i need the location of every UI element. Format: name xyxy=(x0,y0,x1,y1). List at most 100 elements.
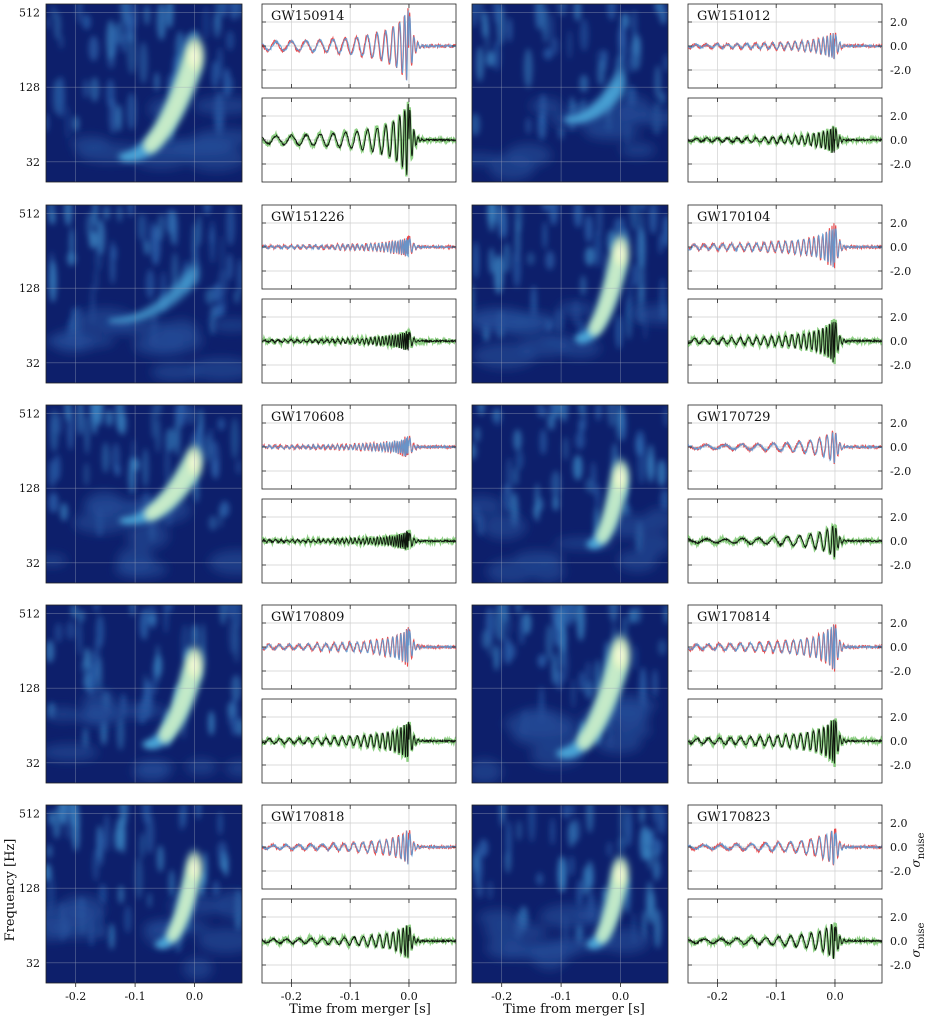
waveform-ytick-label: -2.0 xyxy=(890,959,911,972)
strain-series-b xyxy=(688,525,882,558)
waveform-ytick-label: -2.0 xyxy=(890,64,911,77)
chirp-track xyxy=(139,640,207,752)
waveform-ytick-label: -2.0 xyxy=(890,759,911,772)
spectrogram-GW170809: 32 128 512 xyxy=(19,604,243,784)
strain-series-b xyxy=(262,531,456,550)
spectrogram-frame xyxy=(45,604,243,784)
spectrogram-ytick-label: 128 xyxy=(19,81,40,94)
waveform-ytick-label: 2.0 xyxy=(890,617,908,630)
waveform-ytick-label: 0.0 xyxy=(890,441,908,454)
spectrogram-GW170814 xyxy=(471,604,669,784)
waveform-ytick-label: 0.0 xyxy=(890,241,908,254)
sigma-symbol: σnoise xyxy=(909,832,927,867)
chirp-track xyxy=(152,845,206,951)
event-label: GW170809 xyxy=(271,610,344,625)
waveform-ytick-label: -2.0 xyxy=(890,465,911,478)
waveform-ytick-label: 2.0 xyxy=(890,911,908,924)
spectrogram-frame xyxy=(471,804,669,984)
y-axis-label: Frequency [Hz] xyxy=(3,839,18,942)
waveform-ytick-label: 0.0 xyxy=(890,735,908,748)
chirp-track xyxy=(584,454,633,551)
spectrogram-GW170823: -0.2 -0.1 0.0 xyxy=(471,804,669,1003)
strain-bottom-GW170729: 2.0 0.0 -2.0 xyxy=(687,498,911,584)
chirp-track xyxy=(584,851,633,951)
event-label: GW150914 xyxy=(271,9,344,24)
waveform-ytick-label: 0.0 xyxy=(890,335,908,348)
strain-top-GW170809: GW170809 xyxy=(261,604,457,690)
strain-bottom-GW170809 xyxy=(261,698,457,784)
strain-series-b xyxy=(262,628,456,663)
event-label: GW170814 xyxy=(697,610,770,625)
strain-top-GW170608: GW170608 xyxy=(261,404,457,490)
waveform-ytick-label: 0.0 xyxy=(890,535,908,548)
spectrogram-ytick-label: 512 xyxy=(19,208,40,221)
strain-series-a xyxy=(688,922,882,959)
waveform-ytick-label: 2.0 xyxy=(890,711,908,724)
strain-series-b xyxy=(688,321,882,363)
spectrogram-frame xyxy=(471,204,669,384)
spectrogram-GW170608: 32 128 512 xyxy=(19,404,243,584)
strain-top-GW151012: GW151012 2.0 0.0 -2.0 xyxy=(687,3,911,89)
spectrogram-GW170818: 32 128 512 -0.2 -0.1 0.0 xyxy=(19,804,243,1003)
spectrogram-xtick-label: -0.2 xyxy=(491,990,512,1003)
waveform-ytick-label: 2.0 xyxy=(890,110,908,123)
waveform-xtick-label: -0.1 xyxy=(766,990,787,1003)
strain-bottom-GW170818: -0.2 -0.1 0.0 xyxy=(261,898,457,1003)
waveform-ytick-label: -2.0 xyxy=(890,359,911,372)
sigma-subscript: noise xyxy=(916,832,927,859)
spectrogram-xtick-label: -0.2 xyxy=(65,990,86,1003)
spectrogram-frame xyxy=(45,404,243,584)
x-axis-label-left: Time from merger [s] xyxy=(289,1002,431,1017)
spectrogram-ytick-label: 512 xyxy=(19,608,40,621)
strain-top-GW151226: GW151226 xyxy=(261,204,457,290)
waveform-xtick-label: 0.0 xyxy=(826,990,844,1003)
waveform-ytick-label: 0.0 xyxy=(890,40,908,53)
strain-series-b xyxy=(688,625,882,669)
waveform-xtick-label: -0.2 xyxy=(281,990,302,1003)
spectrogram-ytick-label: 128 xyxy=(19,482,40,495)
strain-series-b xyxy=(262,331,456,351)
spectrogram-frame xyxy=(45,3,243,183)
waveform-xtick-label: -0.1 xyxy=(340,990,361,1003)
strain-series-b xyxy=(262,436,456,457)
strain-series-b xyxy=(688,719,882,764)
spectrogram-GW151226: 32 128 512 xyxy=(19,204,243,384)
strain-series-b xyxy=(262,236,456,258)
x-axis-label-right: Time from merger [s] xyxy=(503,1002,645,1017)
waveform-ytick-label: 0.0 xyxy=(890,641,908,654)
chirp-track xyxy=(571,229,633,346)
waveform-ytick-label: 2.0 xyxy=(890,311,908,324)
spectrogram-xtick-label: 0.0 xyxy=(612,990,630,1003)
spectrogram-ytick-label: 32 xyxy=(26,156,40,169)
spectrogram-xtick-label: -0.1 xyxy=(124,990,145,1003)
strain-series-b xyxy=(262,103,456,175)
strain-top-GW170104: GW170104 2.0 0.0 -2.0 xyxy=(687,204,911,290)
strain-bottom-GW170814: 2.0 0.0 -2.0 xyxy=(687,698,911,784)
strain-series-b xyxy=(262,721,456,758)
event-label: GW151226 xyxy=(271,210,344,225)
chirp-track xyxy=(115,30,208,164)
spectrogram-frame xyxy=(45,804,243,984)
waveform-ytick-label: 2.0 xyxy=(890,511,908,524)
spectrogram-ytick-label: 512 xyxy=(19,408,40,421)
spectrogram-ytick-label: 32 xyxy=(26,557,40,570)
spectrogram-GW170104 xyxy=(471,204,669,384)
strain-bottom-GW170823: 2.0 0.0 -2.0 -0.2 -0.1 0.0 xyxy=(687,898,911,1003)
waveform-ytick-label: -2.0 xyxy=(890,158,911,171)
waveform-ytick-label: -2.0 xyxy=(890,265,911,278)
strain-top-GW170729: GW170729 2.0 0.0 -2.0 xyxy=(687,404,911,490)
spectrogram-frame xyxy=(471,3,669,183)
strain-series-b xyxy=(688,924,882,959)
spectrogram-ytick-label: 32 xyxy=(26,357,40,370)
waveform-xtick-label: 0.0 xyxy=(400,990,418,1003)
strain-series-b xyxy=(688,432,882,464)
strain-series-b xyxy=(688,33,882,60)
event-label: GW170104 xyxy=(697,210,770,225)
waveform-ytick-label: 0.0 xyxy=(890,841,908,854)
right-axis-label-top: σnoise xyxy=(909,832,927,867)
spectrogram-GW170729 xyxy=(471,404,669,584)
spectrogram-GW151012 xyxy=(471,3,669,183)
spectrogram-xtick-label: 0.0 xyxy=(186,990,204,1003)
waveform-ytick-label: -2.0 xyxy=(890,665,911,678)
